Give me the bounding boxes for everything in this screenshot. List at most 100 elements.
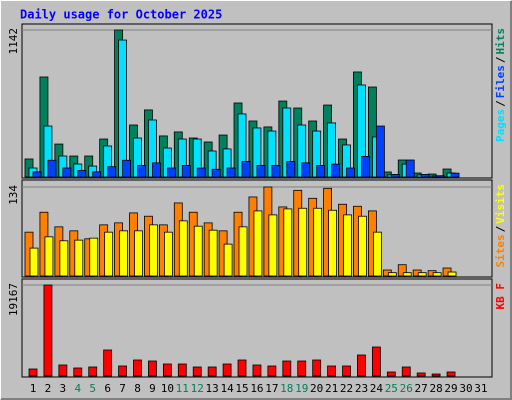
bar xyxy=(420,174,430,178)
bar xyxy=(134,230,143,277)
bar xyxy=(386,371,396,377)
bar xyxy=(253,210,263,277)
bar xyxy=(301,162,311,178)
legend-entry: Pages xyxy=(494,109,507,142)
x-tick-label: 16 xyxy=(250,382,263,395)
x-tick-label: 11 xyxy=(176,382,189,395)
bar xyxy=(44,236,54,277)
bar xyxy=(178,220,188,277)
legend: KB F xyxy=(494,283,507,310)
bar xyxy=(32,171,42,178)
x-tick-label: 10 xyxy=(161,382,174,395)
bar xyxy=(47,159,57,178)
bar xyxy=(77,170,87,178)
x-tick-label: 7 xyxy=(119,382,126,395)
bar xyxy=(207,366,217,377)
bar xyxy=(88,366,98,377)
legend-entry: Sites xyxy=(494,234,507,267)
bar xyxy=(327,365,337,377)
bar xyxy=(432,272,442,277)
x-tick-label: 25 xyxy=(385,382,398,395)
bar xyxy=(431,373,441,377)
legend-separator: / xyxy=(494,56,507,63)
x-tick-label: 8 xyxy=(134,382,141,395)
x-tick-label: 26 xyxy=(400,382,413,395)
x-tick-label: 6 xyxy=(104,382,111,395)
x-tick-label: 15 xyxy=(235,382,248,395)
bar xyxy=(447,271,457,277)
legend-entry: KB F xyxy=(494,283,507,310)
bar xyxy=(446,371,456,377)
bar xyxy=(271,165,281,178)
bar xyxy=(149,224,158,277)
bar xyxy=(361,156,370,178)
x-tick-label: 31 xyxy=(474,382,487,395)
bar xyxy=(342,365,351,377)
bar xyxy=(316,165,326,178)
bar xyxy=(193,225,203,277)
x-tick-label: 27 xyxy=(415,382,428,395)
bar xyxy=(133,359,142,377)
bar xyxy=(297,360,307,377)
bar xyxy=(298,207,308,277)
y-tick-label: 19167 xyxy=(7,283,20,316)
bar xyxy=(163,231,173,277)
bar xyxy=(267,365,277,377)
legend: Pages/Files/Hits xyxy=(494,28,507,142)
bar xyxy=(416,372,426,377)
bar xyxy=(148,360,157,377)
bar xyxy=(417,272,427,277)
bar xyxy=(387,272,397,277)
bar xyxy=(92,171,102,178)
bar xyxy=(62,167,72,178)
x-tick-label: 17 xyxy=(265,382,278,395)
bar xyxy=(282,360,292,377)
x-tick-label: 1 xyxy=(30,382,37,395)
bar xyxy=(208,229,218,277)
bar xyxy=(103,349,113,377)
legend-entry: Hits xyxy=(494,28,507,55)
bar xyxy=(313,207,323,277)
x-tick-label: 20 xyxy=(310,382,323,395)
bar xyxy=(119,230,128,277)
bar xyxy=(192,366,202,377)
legend-separator: / xyxy=(494,100,507,107)
bar xyxy=(328,209,338,277)
bar xyxy=(375,125,385,178)
x-tick-label: 28 xyxy=(429,382,442,395)
bar xyxy=(58,364,68,377)
bar xyxy=(74,239,84,277)
plot-area xyxy=(21,278,493,378)
bar xyxy=(390,174,400,178)
bar xyxy=(222,363,232,377)
x-tick-label: 9 xyxy=(149,382,156,395)
bar xyxy=(223,243,233,277)
x-tick-label: 23 xyxy=(355,382,368,395)
x-tick-label: 13 xyxy=(206,382,219,395)
x-tick-label: 21 xyxy=(325,382,338,395)
x-tick-label: 4 xyxy=(74,382,81,395)
bar xyxy=(435,175,445,178)
x-tick-label: 5 xyxy=(89,382,96,395)
x-tick-label: 14 xyxy=(220,382,234,395)
x-tick-label: 24 xyxy=(370,382,384,395)
bar xyxy=(331,163,341,178)
bar xyxy=(28,368,38,377)
bar xyxy=(118,39,127,178)
bar xyxy=(196,167,206,178)
bar xyxy=(162,363,172,377)
bar xyxy=(166,167,176,178)
chart-title: Daily usage for October 2025 xyxy=(20,8,222,22)
bar xyxy=(118,365,127,377)
bar xyxy=(59,240,69,277)
x-tick-label: 12 xyxy=(191,382,204,395)
x-tick-label: 18 xyxy=(280,382,293,395)
bar xyxy=(152,162,161,178)
bar xyxy=(402,272,412,277)
y-tick-label: 1142 xyxy=(7,28,20,55)
bar xyxy=(450,172,460,178)
bar xyxy=(122,159,131,178)
bar xyxy=(268,214,278,277)
x-tick-label: 30 xyxy=(459,382,472,395)
